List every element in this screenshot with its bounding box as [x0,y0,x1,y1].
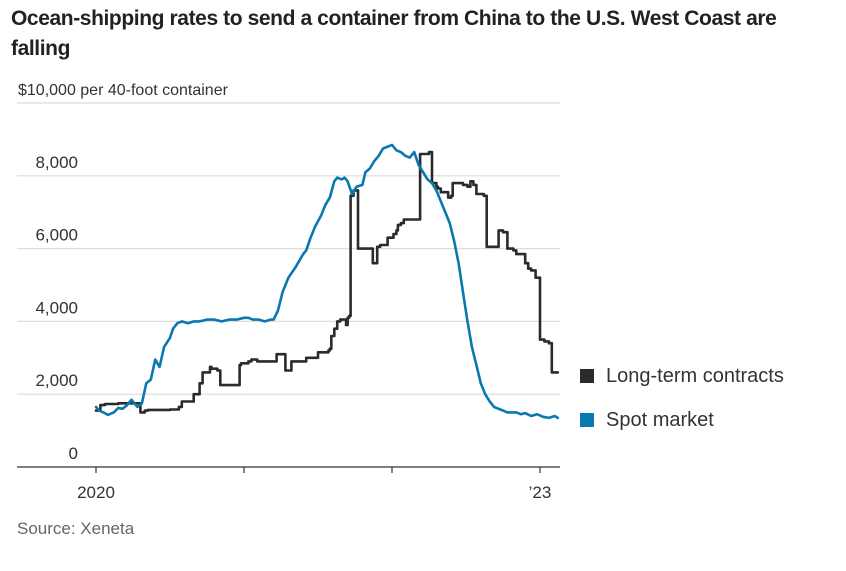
legend-label-long-term-contracts: Long-term contracts [606,364,784,387]
legend: Long-term contracts Spot market [580,354,784,442]
y-tick-label: 2,000 [35,371,78,390]
y-axis-unit-label: $10,000 per 40-foot container [18,82,229,99]
series-line-long-term-contracts [94,150,560,414]
series-lines [94,143,560,420]
y-tick-label: 0 [69,444,78,463]
series-line-spot-market [94,143,560,420]
gridlines [17,102,560,395]
legend-item-long-term-contracts: Long-term contracts [580,354,784,398]
y-tick-label: 6,000 [35,226,78,245]
chart-title: Ocean-shipping rates to send a container… [11,7,777,60]
x-tick-label: ’23 [529,483,552,502]
legend-item-spot-market: Spot market [580,398,784,442]
x-tick-label: 2020 [77,483,115,502]
legend-label-spot-market: Spot market [606,408,714,431]
y-tick-label: 8,000 [35,153,78,172]
y-tick-label: 4,000 [35,298,78,317]
y-axis-labels: 0 2,000 4,000 6,000 8,000 $10,000 per 40-foot… [18,82,229,463]
legend-swatch-spot-market [580,413,594,427]
x-axis: 2020 ’23 [17,466,560,502]
legend-swatch-long-term-contracts [580,369,594,383]
source-note: Source: Xeneta [17,519,135,538]
